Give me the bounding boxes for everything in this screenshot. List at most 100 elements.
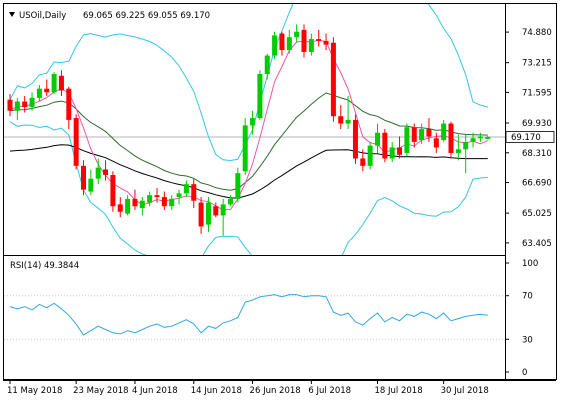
candle-down[interactable] [382, 132, 388, 159]
candle-up[interactable] [455, 149, 461, 153]
candle-up[interactable] [205, 202, 211, 225]
candle-up[interactable] [485, 136, 491, 139]
candle-up[interactable] [419, 129, 425, 141]
candle-down[interactable] [66, 88, 72, 120]
candle-down[interactable] [352, 119, 358, 159]
candle-down[interactable] [338, 116, 344, 124]
chart-frame [3, 3, 557, 380]
time-tick-label: 6 Jul 2018 [308, 386, 351, 396]
candle-up[interactable] [345, 119, 351, 124]
candle-up[interactable] [183, 184, 189, 194]
time-tick-label: 30 Jul 2018 [441, 386, 489, 396]
candle-down[interactable] [397, 147, 403, 155]
candle-up[interactable] [220, 204, 226, 216]
candle-down[interactable] [191, 184, 197, 201]
price-tick-label: 63.405 [522, 239, 552, 249]
candle-up[interactable] [14, 101, 20, 111]
candle-up[interactable] [389, 147, 395, 159]
price-tick-label: 68.310 [522, 149, 552, 159]
time-tick-label: 14 Jun 2018 [191, 386, 242, 396]
candle-up[interactable] [250, 118, 256, 126]
current-price-box [505, 131, 555, 143]
candle-up[interactable] [286, 37, 292, 51]
candle-up[interactable] [29, 97, 35, 108]
candle-up[interactable] [367, 145, 373, 166]
rsi-line[interactable] [9, 294, 488, 336]
candle-down[interactable] [73, 118, 79, 166]
candle-down[interactable] [154, 195, 160, 198]
price-pane[interactable] [3, 0, 505, 298]
candle-up[interactable] [294, 31, 300, 38]
candle-up[interactable] [125, 198, 131, 214]
candle-down[interactable] [213, 206, 219, 216]
candle-up[interactable] [441, 123, 447, 141]
time-tick-label: 11 May 2018 [7, 386, 62, 396]
candle-up[interactable] [147, 195, 153, 203]
price-tick-label: 65.025 [522, 209, 552, 219]
candle-up[interactable] [308, 39, 314, 52]
candle-up[interactable] [169, 198, 175, 207]
candle-up[interactable] [404, 127, 410, 153]
candle-down[interactable] [279, 33, 285, 51]
rsi-label: RSI(14) 49.3844 [10, 261, 79, 271]
candle-up[interactable] [264, 55, 270, 74]
candle-up[interactable] [51, 73, 57, 93]
candle-up[interactable] [139, 200, 145, 209]
price-scale[interactable]: 74.880 73.215 71.595 69.930 68.310 66.690 65.0… [505, 28, 552, 249]
rsi-pane[interactable] [4, 294, 505, 340]
candle-down[interactable] [103, 169, 109, 176]
candle-up[interactable] [176, 193, 182, 198]
symbol-label: USOil,Daily [19, 11, 66, 21]
candle-down[interactable] [58, 75, 64, 91]
candle-down[interactable] [433, 138, 439, 148]
moving-average-mid-line [9, 92, 488, 191]
candle-down[interactable] [81, 165, 86, 190]
candle-down[interactable] [7, 99, 13, 111]
current-price-label: 69.170 [511, 133, 541, 143]
time-scale[interactable]: 11 May 2018 23 May 2018 4 Jun 2018 14 Jun 2… [7, 380, 489, 396]
candle-up[interactable] [36, 88, 42, 98]
candle-down[interactable] [330, 42, 336, 117]
candle-up[interactable] [272, 35, 278, 56]
candle-up[interactable] [470, 138, 476, 142]
candle-up[interactable] [375, 132, 380, 146]
candle-down[interactable] [323, 40, 329, 45]
candle-down[interactable] [426, 129, 432, 137]
time-tick-label: 18 Jul 2018 [375, 386, 423, 396]
candle-up[interactable] [242, 125, 248, 172]
candle-down[interactable] [316, 39, 322, 41]
candle-down[interactable] [117, 204, 123, 212]
price-tick-label: 66.690 [522, 179, 552, 189]
candle-up[interactable] [88, 178, 94, 192]
candle-up[interactable] [257, 73, 263, 119]
candle-up[interactable] [235, 173, 241, 199]
rsi-tick-label: 70 [522, 292, 533, 302]
candle-down[interactable] [301, 29, 307, 52]
candle-down[interactable] [44, 88, 50, 93]
candle-down[interactable] [448, 123, 454, 153]
price-tick-label: 74.880 [522, 28, 552, 38]
triangle-down-icon[interactable] [9, 12, 15, 17]
candle-down[interactable] [110, 175, 116, 207]
candle-down[interactable] [198, 202, 204, 227]
candle-down[interactable] [22, 101, 28, 108]
candle-down[interactable] [161, 197, 167, 207]
rsi-tick-label: 30 [522, 335, 533, 345]
candle-up[interactable] [228, 198, 233, 205]
candle-up[interactable] [95, 167, 101, 179]
candle-up[interactable] [477, 136, 483, 139]
candle-up[interactable] [463, 141, 469, 150]
bollinger-lower-line [9, 121, 488, 255]
rsi-tick-label: 100 [522, 259, 538, 269]
candle-down[interactable] [411, 127, 417, 142]
time-tick-label: 26 Jun 2018 [250, 386, 301, 396]
candle-down[interactable] [132, 198, 138, 207]
time-tick-label: 4 Jun 2018 [132, 386, 178, 396]
candle-down[interactable] [360, 158, 366, 166]
rsi-tick-label: 0 [522, 368, 527, 378]
bollinger-upper-line [9, 4, 488, 162]
rsi-scale[interactable]: 100 70 30 0 [505, 259, 538, 378]
moving-average-slow-line [9, 144, 488, 199]
